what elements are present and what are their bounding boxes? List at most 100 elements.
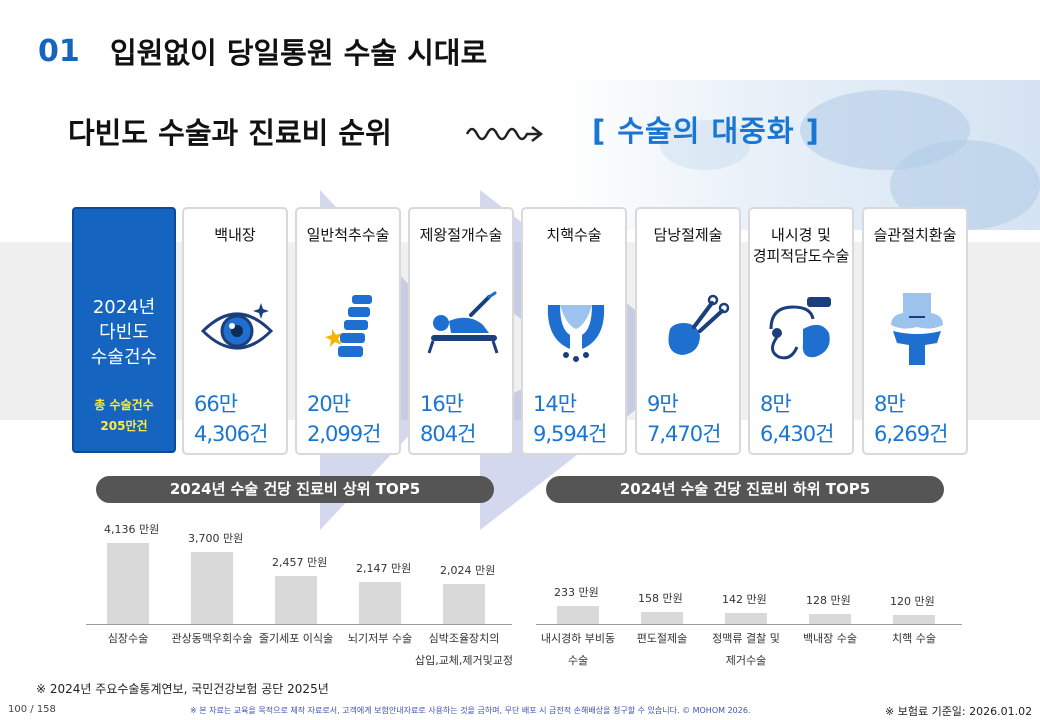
- page-subtitle: 다빈도 수술과 진료비 순위: [68, 116, 392, 150]
- surgery-name: 일반척추수술: [297, 225, 399, 246]
- chart-bar: [725, 613, 767, 624]
- chart-bar: [557, 606, 599, 624]
- chart-bar: [893, 615, 935, 624]
- chart-category-label: 치핵 수술: [892, 632, 936, 645]
- surgery-card-gallbladder: 담낭절제술 9만 7,470건: [635, 207, 741, 455]
- page-number: 100 / 158: [8, 704, 56, 715]
- surgery-card-cesarean: 제왕절개수술 16만 804건: [408, 207, 514, 455]
- chart-category-label: 내시경하 부비동 수술: [540, 632, 616, 667]
- hemorrhoid-icon: [547, 305, 605, 362]
- section-title: 입원없이 당일통원 수술 시대로: [110, 36, 488, 70]
- surgery-name-line: 일반척추수술: [306, 226, 390, 244]
- chart-category-label: 정맥류 결찰 및 제거수술: [712, 632, 780, 667]
- chart-bar: [275, 576, 317, 624]
- tagline: [ 수술의 대중화 ]: [592, 114, 820, 148]
- summary-title-line: 수술건수: [90, 347, 158, 368]
- chart-category-label: 관상동맥우회수술: [171, 632, 253, 645]
- chart-value-label: 2,024 만원: [440, 564, 496, 577]
- surgery-name-line: 담낭절제술: [653, 226, 723, 244]
- surgery-name-line: 내시경 및: [771, 226, 831, 244]
- surgery-count-line: 16만: [420, 392, 464, 416]
- chart-value-label: 142 만원: [722, 593, 767, 606]
- spine-icon: [325, 295, 372, 357]
- section-header: 01 입원없이 당일통원 수술 시대로: [38, 30, 487, 72]
- surgery-patient-icon: [427, 291, 499, 354]
- chart-value-label: 4,136 만원: [104, 523, 160, 536]
- surgery-count-line: 6,430건: [760, 422, 834, 446]
- squiggle-arrow-icon: [465, 126, 544, 142]
- summary-card: 2024년 다빈도 수술건수 총 수술건수 205만건: [72, 207, 176, 453]
- chart-category-label: 뇌기저부 수술: [347, 632, 413, 645]
- surgery-name: 내시경 및 경피적담도수술: [750, 225, 852, 267]
- chart-value-label: 3,700 만원: [188, 532, 244, 545]
- summary-total-label: 총 수술건수: [94, 398, 154, 412]
- premium-basis-date: ※ 보험료 기준일: 2026.01.02: [885, 705, 1033, 718]
- surgery-count-line: 6,269건: [874, 422, 948, 446]
- surgery-card-endoscopic-biliary: 내시경 및 경피적담도수술 8만 6,430건: [748, 207, 854, 455]
- chart-category-label: 줄기세포 이식술: [258, 632, 334, 645]
- chart-bar: [359, 582, 401, 624]
- surgery-count-line: 20만: [307, 392, 351, 416]
- surgery-name: 담낭절제술: [637, 225, 739, 246]
- surgery-name-line: 슬관절치환술: [873, 226, 957, 244]
- surgery-count-line: 4,306건: [194, 422, 268, 446]
- surgery-count: 66만 4,306건: [194, 389, 268, 449]
- surgery-name: 치핵수술: [523, 225, 625, 246]
- summary-title: 2024년 다빈도 수술건수: [74, 295, 174, 370]
- surgery-count-line: 66만: [194, 392, 238, 416]
- surgery-count: 9만 7,470건: [647, 389, 721, 449]
- surgery-count: 8만 6,269건: [874, 389, 948, 449]
- chart-category-label: 심장수술: [107, 632, 149, 645]
- surgery-name-line: 제왕절개수술: [419, 226, 503, 244]
- gallbladder-icon: [668, 294, 730, 355]
- chart-bar: [107, 543, 149, 624]
- surgery-card-hemorrhoid: 치핵수술 14만 9,594건: [521, 207, 627, 455]
- surgery-count: 14만 9,594건: [533, 389, 607, 449]
- chart-bar: [191, 552, 233, 624]
- chart-value-label: 158 만원: [638, 592, 683, 605]
- surgery-count-line: 9만: [647, 392, 679, 416]
- chart-category-label: 편도절제술: [636, 632, 688, 645]
- chart-value-label: 120 만원: [890, 595, 935, 608]
- section-number: 01: [38, 33, 80, 69]
- surgery-card-knee: 슬관절치환술 8만 6,269건: [862, 207, 968, 455]
- chart-category-label: 심박조율장치의 삽입,교체,제거및교정: [414, 632, 514, 667]
- surgery-card-spine: 일반척추수술 20만 2,099건: [295, 207, 401, 455]
- chart-bar: [641, 612, 683, 624]
- source-note: ※ 2024년 주요수술통계연보, 국민건강보험 공단 2025년: [36, 682, 329, 696]
- chart-title-bottom5: 2024년 수술 건당 진료비 하위 TOP5: [546, 476, 944, 503]
- chart-value-label: 128 만원: [806, 594, 851, 607]
- chart-category-label: 백내장 수술: [802, 632, 858, 645]
- summary-total-value: 205만건: [100, 419, 148, 433]
- summary-total: 총 수술건수 205만건: [74, 395, 174, 437]
- chart-bar: [443, 584, 485, 624]
- surgery-count-line: 8만: [760, 392, 792, 416]
- chart-value-label: 2,457 만원: [272, 556, 328, 569]
- surgery-name-line: 경피적담도수술: [752, 247, 850, 265]
- chart-value-label: 2,147 만원: [356, 562, 412, 575]
- surgery-card-cataract: 백내장 66만 4,306건: [182, 207, 288, 455]
- surgery-count-line: 9,594건: [533, 422, 607, 446]
- surgery-name-line: 백내장: [214, 226, 256, 244]
- chart-baseline: [536, 624, 962, 625]
- eye-icon: [200, 303, 274, 350]
- summary-title-line: 2024년: [92, 297, 156, 318]
- surgery-name: 제왕절개수술: [410, 225, 512, 246]
- endoscope-icon: [769, 297, 831, 360]
- chart-title-top5: 2024년 수술 건당 진료비 상위 TOP5: [96, 476, 494, 503]
- surgery-count-line: 2,099건: [307, 422, 381, 446]
- surgery-count-line: 7,470건: [647, 422, 721, 446]
- knee-joint-icon: [891, 293, 943, 365]
- surgery-count-line: 804건: [420, 422, 476, 446]
- chart-bar: [809, 614, 851, 624]
- summary-title-line: 다빈도: [99, 322, 149, 343]
- surgery-name: 슬관절치환술: [864, 225, 966, 246]
- surgery-count: 20만 2,099건: [307, 389, 381, 449]
- surgery-count: 16만 804건: [420, 389, 476, 449]
- surgery-count-line: 14만: [533, 392, 577, 416]
- surgery-name: 백내장: [184, 225, 286, 246]
- surgery-name-line: 치핵수술: [546, 226, 602, 244]
- chart-value-label: 233 만원: [554, 586, 599, 599]
